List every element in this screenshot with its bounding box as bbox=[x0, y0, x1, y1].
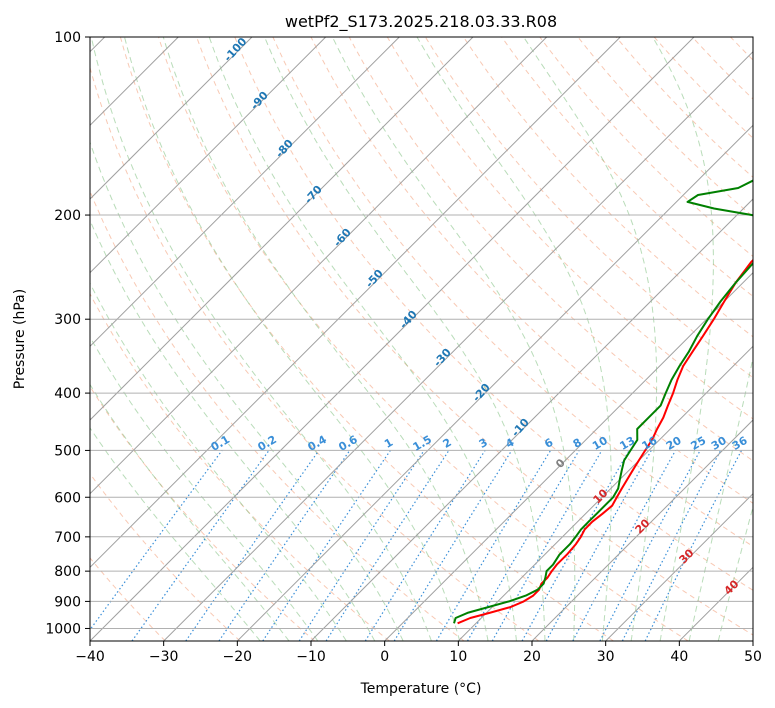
isotherm bbox=[605, 492, 753, 641]
dewpoint-profile bbox=[453, 179, 753, 624]
isotherm bbox=[310, 198, 753, 641]
x-tick-label: 40 bbox=[670, 649, 688, 665]
dry-adiabat bbox=[463, 37, 753, 338]
moist-adiabat bbox=[90, 336, 319, 641]
x-tick-label: −20 bbox=[223, 649, 253, 665]
x-tick-label: −40 bbox=[75, 649, 105, 665]
isotherm bbox=[90, 37, 474, 421]
plot-frame bbox=[89, 36, 754, 642]
mixing-ratio-line bbox=[262, 450, 391, 641]
isotherm bbox=[90, 37, 621, 569]
moist-adiabat bbox=[717, 505, 753, 641]
y-tick-label: 100 bbox=[54, 30, 81, 46]
y-tick-label: 700 bbox=[54, 530, 81, 546]
mixing-ratio-line bbox=[621, 450, 722, 641]
profile-series bbox=[453, 179, 753, 625]
isotherm bbox=[90, 37, 253, 200]
moist-adiabats bbox=[90, 37, 753, 641]
isotherms bbox=[90, 37, 753, 641]
moist-adiabat bbox=[688, 355, 753, 641]
dry-adiabat bbox=[90, 292, 390, 641]
y-tick-label: 900 bbox=[54, 594, 81, 610]
y-tick-label: 400 bbox=[54, 386, 81, 402]
dry-adiabat bbox=[90, 472, 241, 641]
dry-adiabat bbox=[310, 37, 753, 504]
chart-title: wetPf2_S173.2025.218.03.33.R08 bbox=[285, 12, 557, 32]
isotherm bbox=[457, 345, 753, 641]
moist-adiabat bbox=[523, 37, 658, 641]
y-tick-label: 500 bbox=[54, 443, 81, 459]
y-tick-label: 300 bbox=[54, 312, 81, 328]
y-axis-ticks: 100 200 300 400 500 600 700 800 900 1000 bbox=[45, 30, 90, 637]
isotherm bbox=[163, 50, 753, 641]
moist-adiabat bbox=[90, 37, 432, 641]
moist-adiabat bbox=[90, 383, 290, 641]
x-tick-label: −10 bbox=[296, 649, 326, 665]
mixing-ratio-line bbox=[218, 450, 351, 641]
moist-adiabat bbox=[652, 37, 714, 641]
mixing-ratio-line bbox=[572, 450, 677, 641]
pressure-gridlines bbox=[90, 37, 753, 629]
x-tick-label: 0 bbox=[380, 649, 389, 665]
dry-adiabat bbox=[272, 37, 753, 547]
moist-adiabat bbox=[208, 37, 517, 641]
temperature-profile bbox=[457, 258, 753, 625]
moist-adiabat bbox=[416, 37, 612, 641]
dry-adiabat bbox=[90, 65, 540, 641]
dry-adiabat bbox=[234, 37, 753, 591]
dry-adiabat bbox=[158, 37, 689, 641]
mixing-ratio-line bbox=[298, 450, 425, 641]
isotherm bbox=[90, 37, 548, 495]
moist-adiabat bbox=[90, 140, 404, 641]
x-tick-label: 10 bbox=[449, 649, 467, 665]
y-tick-label: 800 bbox=[54, 564, 81, 580]
mixing-ratio-line bbox=[325, 450, 450, 641]
moist-adiabat bbox=[264, 37, 546, 641]
x-axis-label: Temperature (°C) bbox=[360, 681, 482, 697]
moist-adiabat bbox=[90, 282, 347, 641]
isotherm bbox=[236, 124, 753, 641]
mixing-ratio-line bbox=[521, 450, 630, 641]
moist-adiabat bbox=[162, 37, 489, 641]
isotherm bbox=[531, 419, 753, 641]
dry-adiabat bbox=[119, 37, 614, 641]
isotherm bbox=[90, 37, 695, 641]
moist-adiabat bbox=[124, 37, 461, 641]
isotherm bbox=[384, 271, 753, 641]
y-tick-label: 600 bbox=[54, 490, 81, 506]
moist-adiabat bbox=[90, 219, 376, 641]
dry-adiabat bbox=[348, 37, 753, 462]
mixing-ratio-line bbox=[393, 450, 513, 641]
mixing-ratio-line bbox=[545, 450, 652, 641]
y-tick-label: 1000 bbox=[45, 621, 81, 637]
dry-adiabat bbox=[90, 557, 166, 641]
isotherm bbox=[90, 37, 400, 348]
y-axis-label: Pressure (hPa) bbox=[12, 289, 28, 389]
x-tick-label: 20 bbox=[523, 649, 541, 665]
mixing-ratio-line bbox=[90, 450, 223, 631]
mixing-ratio-line bbox=[185, 450, 320, 641]
isotherm bbox=[90, 37, 327, 274]
x-axis-ticks: −40 −30 −20 −10 0 10 20 30 40 50 bbox=[75, 641, 762, 665]
dry-adiabat bbox=[90, 190, 465, 641]
y-tick-label: 200 bbox=[54, 208, 81, 224]
x-tick-label: 30 bbox=[597, 649, 615, 665]
x-tick-label: 50 bbox=[744, 649, 762, 665]
x-tick-label: −30 bbox=[149, 649, 179, 665]
moist-adiabat bbox=[90, 426, 261, 641]
mixing-ratio-line bbox=[644, 450, 743, 641]
